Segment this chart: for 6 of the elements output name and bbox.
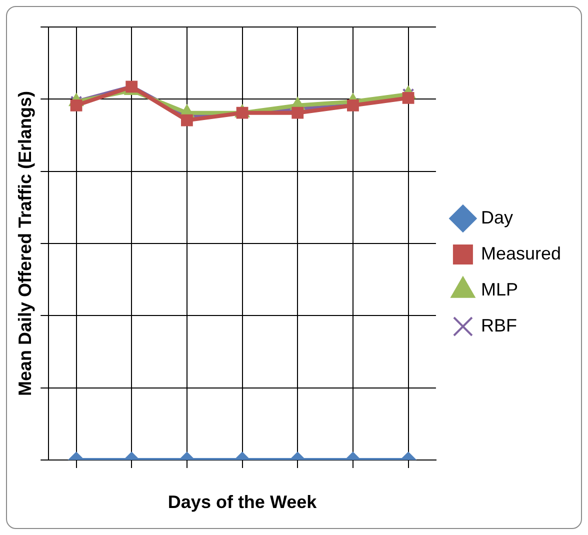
legend-label: Measured — [480, 243, 562, 264]
y-axis-title: Mean Daily Offered Traffic (Erlangs) — [14, 90, 35, 396]
legend-label: MLP — [480, 279, 518, 300]
x-axis-title: Days of the Week — [168, 492, 318, 512]
legend-label: RBF — [480, 315, 517, 336]
legend-label: Day — [480, 207, 513, 228]
